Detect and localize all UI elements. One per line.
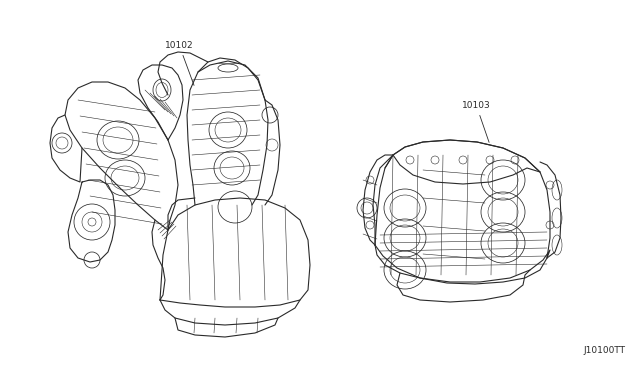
Text: 10102: 10102 [165,41,194,86]
Text: 10103: 10103 [462,101,491,142]
Text: J10100TT: J10100TT [583,346,625,355]
